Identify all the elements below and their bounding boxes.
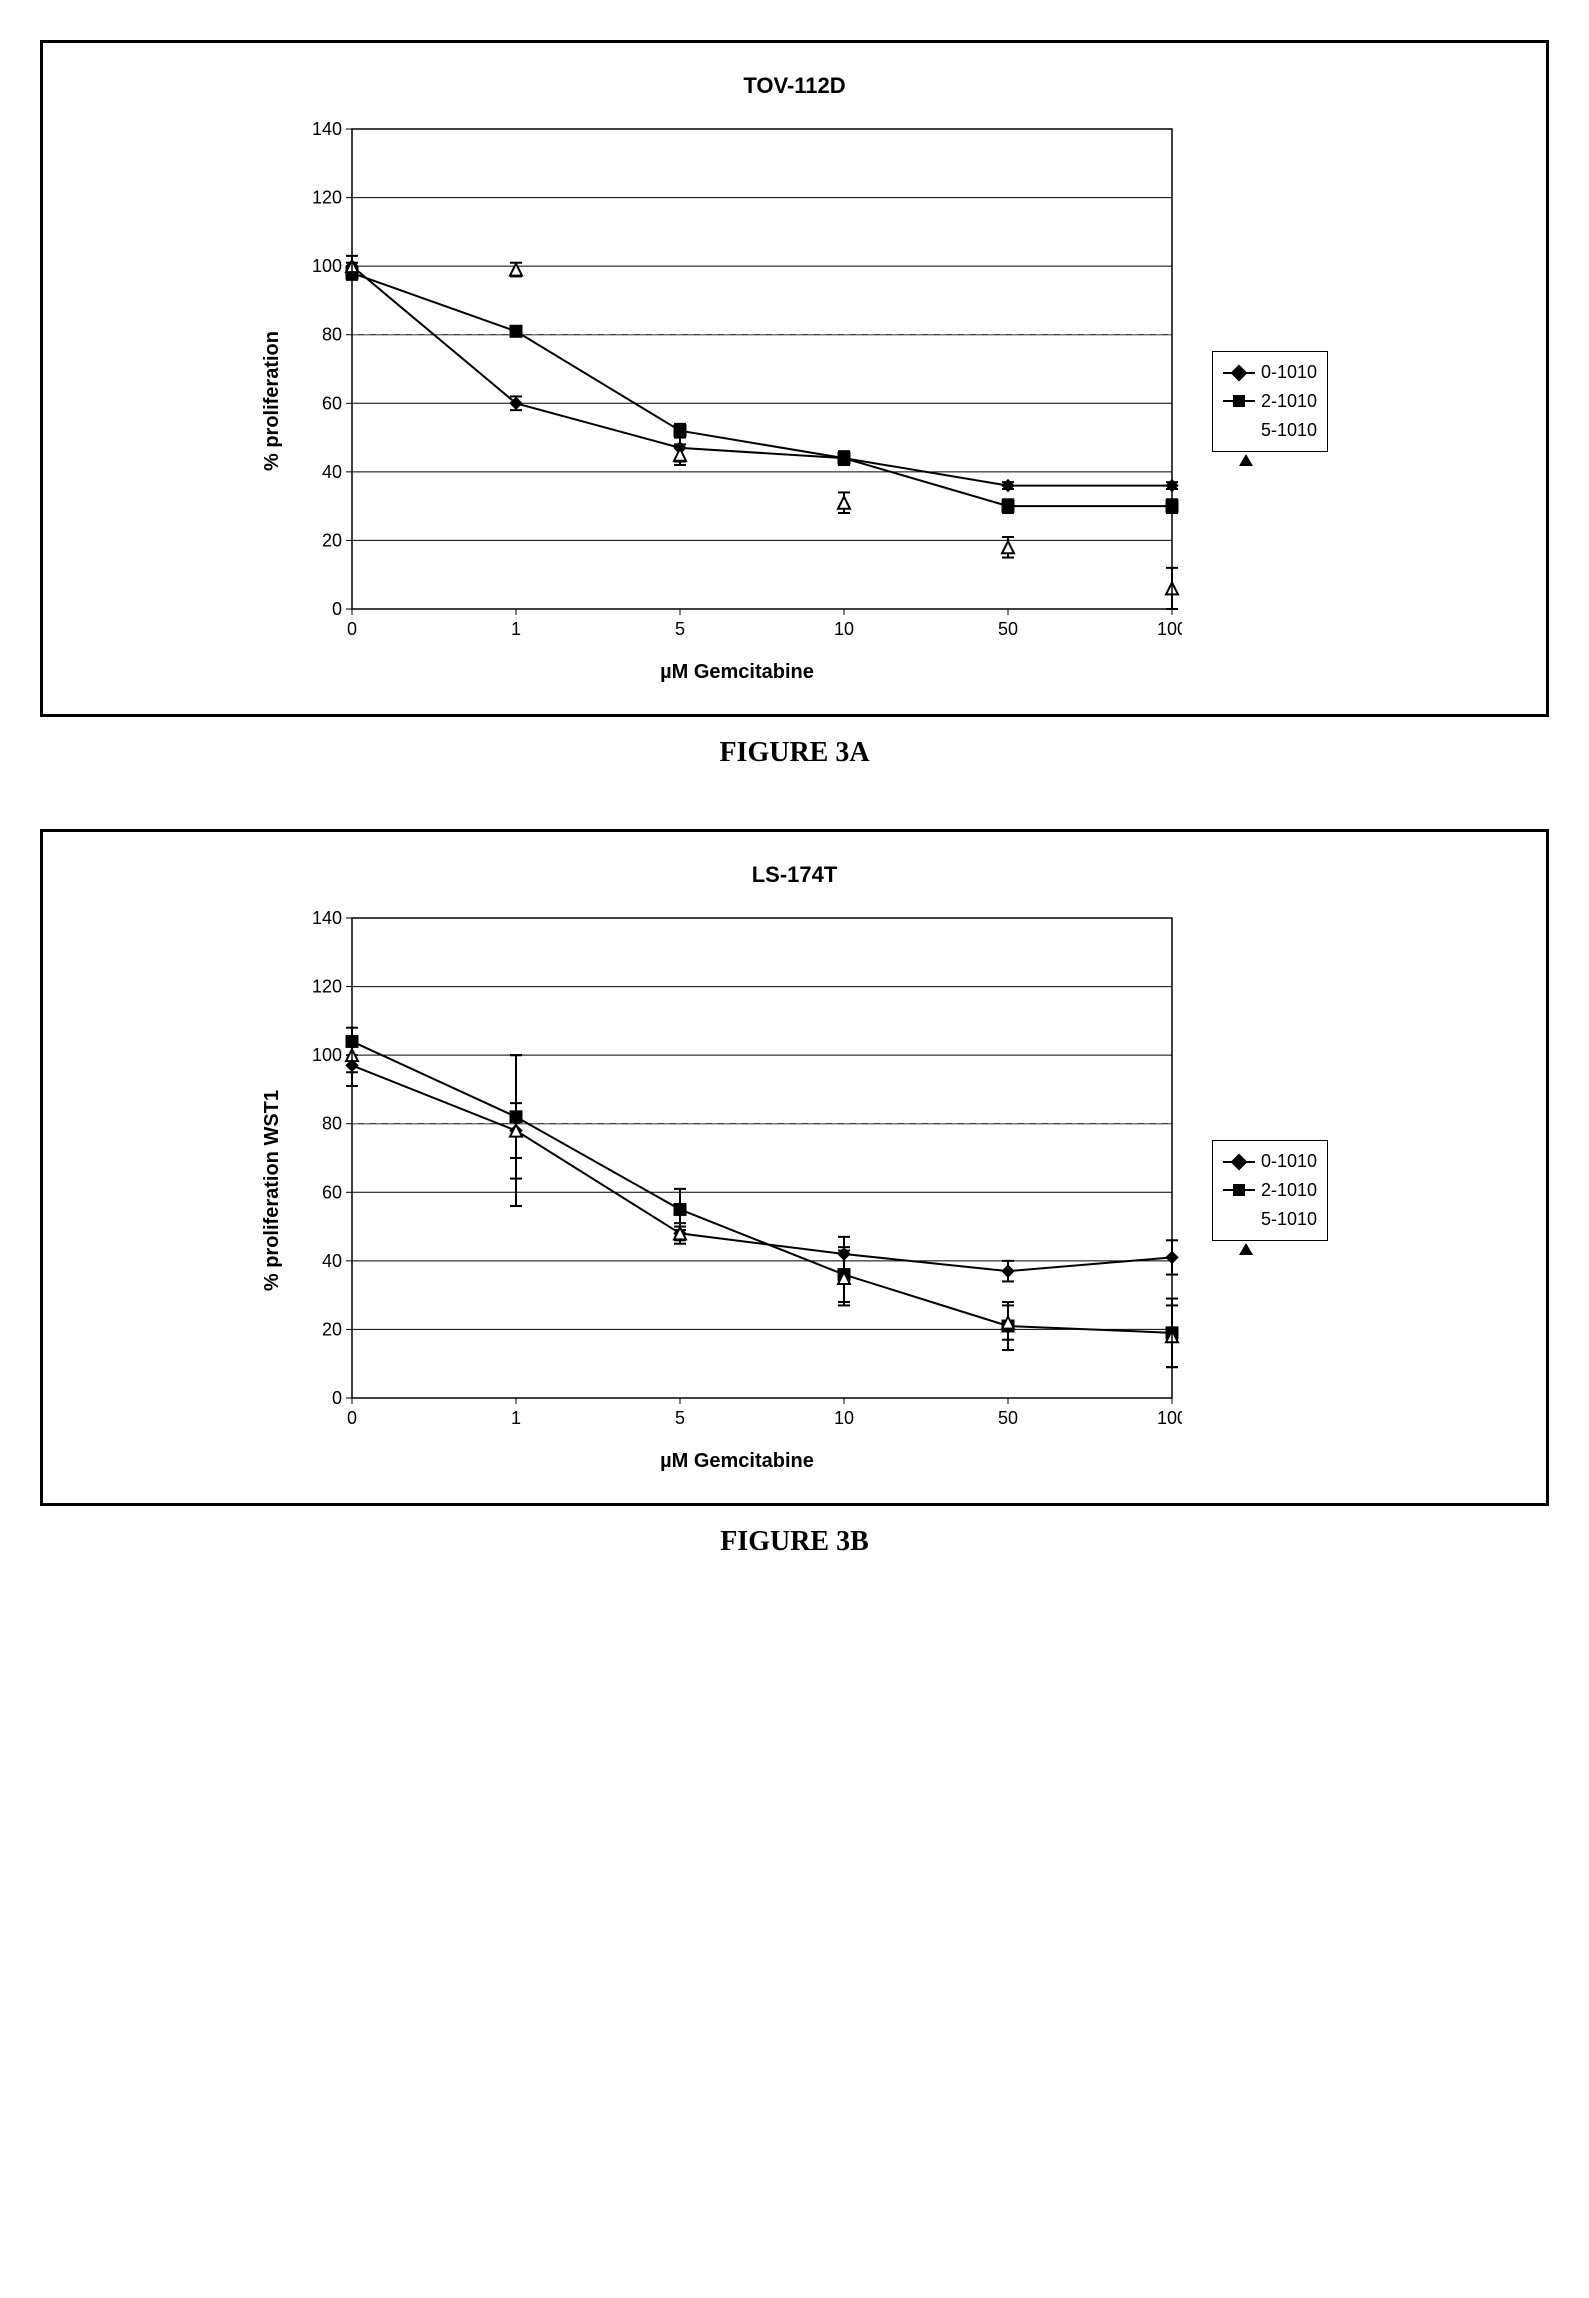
legend-swatch (1223, 400, 1255, 402)
diamond-icon (1230, 1153, 1247, 1170)
legend-label: 0-1010 (1261, 1147, 1317, 1176)
legend-item-5-1010: 5-1010 (1223, 1205, 1317, 1234)
legend-swatch (1223, 1189, 1255, 1191)
svg-text:20: 20 (322, 1319, 342, 1339)
chart-svg-container: 0 20 40 60 80 100 120 140 0 1 5 10 50 100 µM Gemcitab… (292, 908, 1182, 1473)
svg-text:50: 50 (998, 1408, 1018, 1428)
legend-item-0-1010: 0-1010 (1223, 358, 1317, 387)
svg-text:5: 5 (675, 1408, 685, 1428)
svg-text:1: 1 (511, 619, 521, 639)
chart-title: LS-174T (63, 862, 1526, 888)
chart-wrap: % proliferation WST1 0204060801001201400… (261, 908, 1182, 1473)
svg-text:10: 10 (834, 619, 854, 639)
svg-text:0: 0 (347, 619, 357, 639)
svg-text:100: 100 (1157, 1408, 1182, 1428)
figure-3b: LS-174T % proliferation WST1 02040608010… (40, 829, 1549, 1558)
svg-text:80: 80 (322, 325, 342, 345)
svg-text:5: 5 (675, 619, 685, 639)
svg-text:50: 50 (998, 619, 1018, 639)
diamond-icon (1230, 364, 1247, 381)
x-axis-label: µM Gemcitabine (292, 1450, 1182, 1473)
svg-text:100: 100 (1157, 619, 1182, 639)
svg-text:60: 60 (322, 393, 342, 413)
svg-text:40: 40 (322, 1251, 342, 1271)
svg-text:140: 140 (312, 908, 342, 928)
legend-swatch (1223, 372, 1255, 374)
chart-svg: 0 20 40 60 80 100 120 140 0 1 5 10 50 100 (292, 119, 1182, 649)
svg-text:1: 1 (511, 1408, 521, 1428)
legend-item-2-1010: 2-1010 (1223, 387, 1317, 416)
chart-wrap: % proliferation 020406080100120140015105… (261, 119, 1182, 684)
legend: 0-1010 2-1010 5-1010 (1212, 1140, 1328, 1240)
chart-row: % proliferation 020406080100120140015105… (63, 119, 1526, 684)
legend-label: 0-1010 (1261, 358, 1317, 387)
svg-text:100: 100 (312, 1045, 342, 1065)
legend-label: 5-1010 (1261, 1205, 1317, 1234)
square-icon (1233, 1184, 1245, 1196)
chart-svg: 0 20 40 60 80 100 120 140 0 1 5 10 50 100 (292, 908, 1182, 1438)
svg-text:120: 120 (312, 188, 342, 208)
legend-label: 5-1010 (1261, 416, 1317, 445)
figure-3a: TOV-112D % proliferation 020406080100120… (40, 40, 1549, 769)
legend-label: 2-1010 (1261, 387, 1317, 416)
triangle-icon (1239, 1223, 1253, 1255)
svg-text:140: 140 (312, 119, 342, 139)
svg-text:120: 120 (312, 977, 342, 997)
chart-row: % proliferation WST1 0204060801001201400… (63, 908, 1526, 1473)
y-axis-label: % proliferation WST1 (261, 1090, 284, 1291)
chart-svg-container: 0 20 40 60 80 100 120 140 0 1 5 10 50 100 µM Gemcitab… (292, 119, 1182, 684)
svg-text:10: 10 (834, 1408, 854, 1428)
figure-caption: FIGURE 3B (40, 1526, 1549, 1558)
svg-text:60: 60 (322, 1182, 342, 1202)
svg-text:80: 80 (322, 1114, 342, 1134)
legend-item-5-1010: 5-1010 (1223, 416, 1317, 445)
svg-text:0: 0 (332, 599, 342, 619)
chart-panel-a: TOV-112D % proliferation 020406080100120… (40, 40, 1549, 717)
triangle-icon (1239, 434, 1253, 466)
svg-text:100: 100 (312, 256, 342, 276)
svg-text:20: 20 (322, 530, 342, 550)
svg-text:0: 0 (332, 1388, 342, 1408)
figure-caption: FIGURE 3A (40, 737, 1549, 769)
chart-title: TOV-112D (63, 73, 1526, 99)
y-axis-label: % proliferation (261, 331, 284, 471)
legend-item-0-1010: 0-1010 (1223, 1147, 1317, 1176)
chart-panel-b: LS-174T % proliferation WST1 02040608010… (40, 829, 1549, 1506)
legend-swatch (1223, 1218, 1255, 1220)
x-axis-label: µM Gemcitabine (292, 661, 1182, 684)
square-icon (1233, 395, 1245, 407)
legend-label: 2-1010 (1261, 1176, 1317, 1205)
svg-text:40: 40 (322, 462, 342, 482)
legend: 0-1010 2-1010 5-1010 (1212, 351, 1328, 451)
legend-swatch (1223, 429, 1255, 431)
legend-item-2-1010: 2-1010 (1223, 1176, 1317, 1205)
svg-text:0: 0 (347, 1408, 357, 1428)
legend-swatch (1223, 1161, 1255, 1163)
